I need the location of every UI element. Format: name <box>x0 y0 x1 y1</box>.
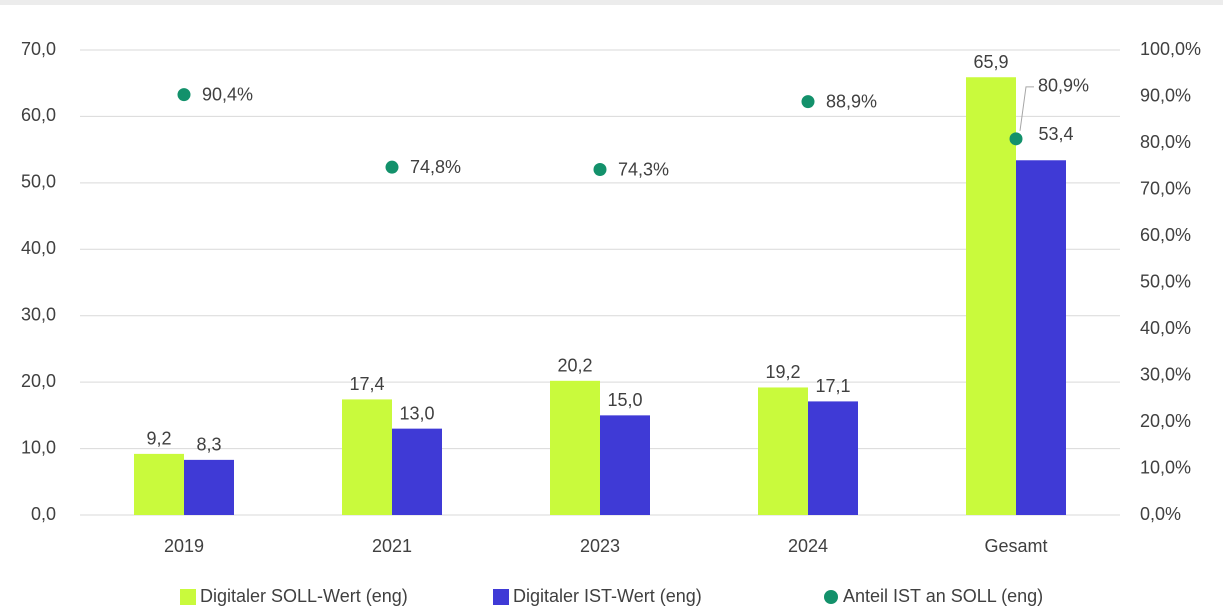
data-label: 53,4 <box>1038 124 1073 144</box>
leader-line <box>1019 86 1034 131</box>
y-tick-label: 30,0 <box>21 304 56 324</box>
data-label: 17,4 <box>349 374 384 394</box>
data-label: 20,2 <box>557 356 592 376</box>
data-label: 13,0 <box>399 403 434 423</box>
bar <box>758 387 808 515</box>
y-tick-label: 70,0 <box>21 39 56 59</box>
data-label: 88,9% <box>826 91 877 111</box>
data-label: 15,0 <box>607 390 642 410</box>
x-tick-label: 2024 <box>788 536 828 556</box>
x-tick-label: 2019 <box>164 536 204 556</box>
data-label: 19,2 <box>765 362 800 382</box>
legend-marker <box>493 589 509 605</box>
y2-tick-label: 100,0% <box>1140 39 1201 59</box>
y2-tick-label: 80,0% <box>1140 132 1191 152</box>
data-label: 74,3% <box>618 159 669 179</box>
bar <box>342 399 392 515</box>
legend-marker <box>180 589 196 605</box>
y2-tick-label: 60,0% <box>1140 225 1191 245</box>
y-tick-label: 40,0 <box>21 238 56 258</box>
x-tick-label: 2021 <box>372 536 412 556</box>
y-tick-label: 0,0 <box>31 504 56 524</box>
dot <box>1009 132 1023 146</box>
bar <box>392 428 442 515</box>
bar <box>1016 160 1066 515</box>
bar <box>966 77 1016 515</box>
legend-label: Anteil IST an SOLL (eng) <box>843 586 1043 606</box>
legend-marker <box>824 590 838 604</box>
x-tick-label: 2023 <box>580 536 620 556</box>
y-tick-label: 60,0 <box>21 105 56 125</box>
y-tick-label: 10,0 <box>21 437 56 457</box>
y2-tick-label: 70,0% <box>1140 178 1191 198</box>
data-label: 74,8% <box>410 157 461 177</box>
y2-tick-label: 50,0% <box>1140 271 1191 291</box>
bar <box>184 459 234 515</box>
bar <box>600 415 650 515</box>
y2-tick-label: 30,0% <box>1140 364 1191 384</box>
data-label: 80,9% <box>1038 76 1089 96</box>
legend-label: Digitaler IST-Wert (eng) <box>513 586 702 606</box>
top-border <box>0 0 1223 5</box>
bar <box>134 453 184 515</box>
data-label: 65,9 <box>973 52 1008 72</box>
dot <box>801 95 815 109</box>
y-tick-label: 50,0 <box>21 172 56 192</box>
data-label: 17,1 <box>815 376 850 396</box>
bar <box>550 380 600 515</box>
y2-tick-label: 0,0% <box>1140 504 1181 524</box>
y2-tick-label: 10,0% <box>1140 457 1191 477</box>
y2-tick-label: 40,0% <box>1140 318 1191 338</box>
y-tick-label: 20,0 <box>21 371 56 391</box>
dot <box>177 88 191 102</box>
bar <box>808 401 858 515</box>
data-label: 8,3 <box>196 435 221 455</box>
x-tick-label: Gesamt <box>984 536 1047 556</box>
dot <box>593 163 607 177</box>
y2-tick-label: 90,0% <box>1140 85 1191 105</box>
legend-label: Digitaler SOLL-Wert (eng) <box>200 586 408 606</box>
data-label: 9,2 <box>146 429 171 449</box>
y2-tick-label: 20,0% <box>1140 411 1191 431</box>
data-label: 90,4% <box>202 84 253 104</box>
dot <box>385 160 399 174</box>
